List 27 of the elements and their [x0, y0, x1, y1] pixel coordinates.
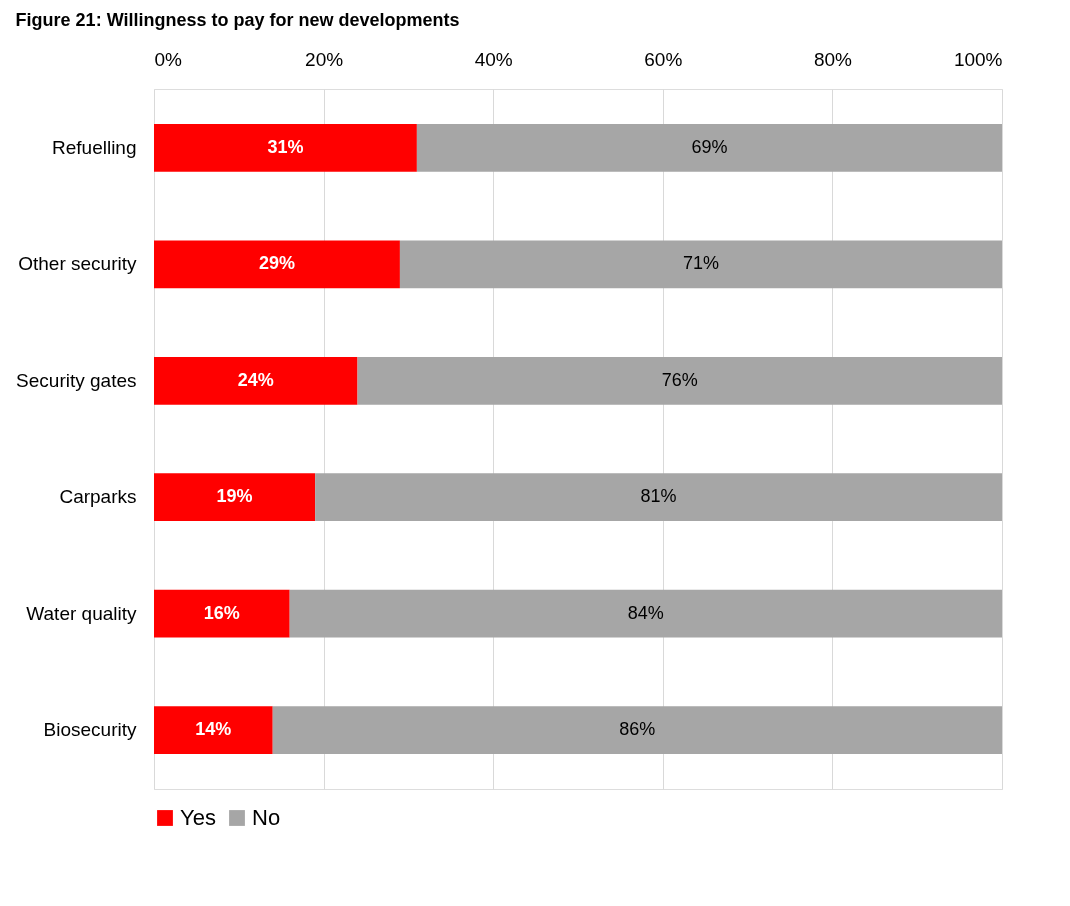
x-tick-label: 0%: [154, 48, 183, 70]
data-label: 19%: [216, 486, 253, 507]
data-label: 71%: [682, 253, 719, 274]
y-tick-label: Refuelling: [52, 136, 137, 158]
x-tick-label: 20%: [305, 48, 344, 70]
chart-title: Figure 21: Willingness to pay for new developments: [15, 10, 460, 30]
data-label: 81%: [640, 486, 677, 507]
x-tick-label: 100%: [953, 48, 1003, 70]
x-tick-label: 60%: [644, 48, 683, 70]
legend-label: No: [252, 805, 281, 830]
data-label: 14%: [195, 719, 232, 740]
y-tick-label: Biosecurity: [43, 719, 137, 741]
legend-label: Yes: [180, 805, 216, 830]
data-label: 76%: [661, 369, 698, 390]
x-tick-label: 80%: [813, 48, 853, 70]
data-label: 16%: [203, 602, 240, 623]
data-label: 31%: [267, 136, 304, 157]
y-tick-label: Other security: [18, 253, 137, 275]
data-label: 84%: [627, 602, 664, 623]
x-tick-label: 40%: [474, 48, 513, 70]
data-label: 29%: [258, 253, 295, 274]
y-tick-label: Security gates: [16, 369, 137, 391]
data-label: 86%: [619, 719, 656, 740]
data-label: 24%: [237, 369, 274, 390]
y-tick-label: Water quality: [26, 602, 137, 624]
y-tick-label: Carparks: [59, 486, 137, 508]
data-label: 69%: [691, 136, 728, 157]
